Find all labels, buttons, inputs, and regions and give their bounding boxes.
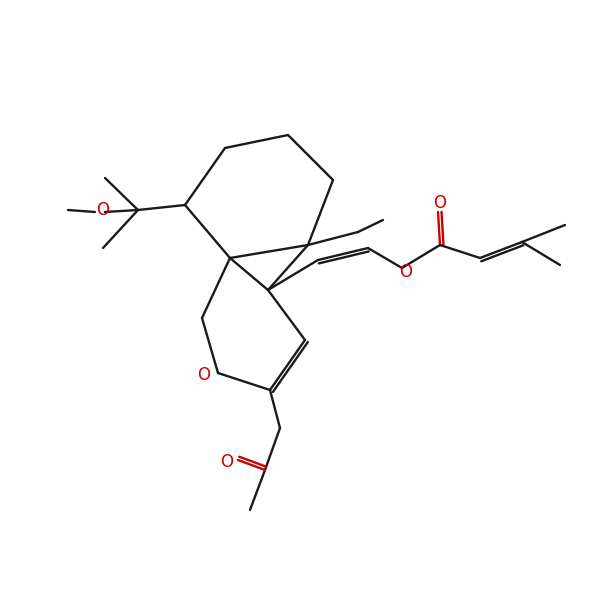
Text: O: O	[197, 366, 211, 384]
Text: O: O	[221, 453, 233, 471]
Text: O: O	[97, 201, 110, 219]
Text: O: O	[433, 194, 446, 212]
Text: O: O	[400, 263, 413, 281]
